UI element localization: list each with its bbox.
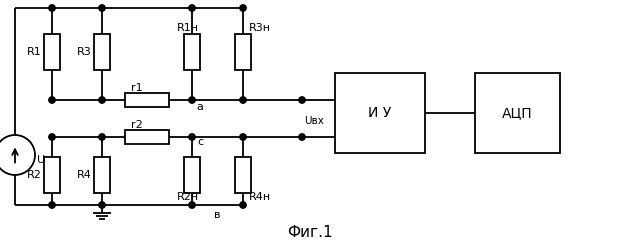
Circle shape — [0, 135, 35, 175]
Bar — [235, 34, 251, 70]
Circle shape — [49, 5, 55, 11]
Text: c: c — [197, 137, 203, 147]
Text: a: a — [196, 102, 204, 112]
Bar — [94, 157, 110, 193]
Text: R2: R2 — [27, 170, 42, 180]
Text: Фиг.1: Фиг.1 — [287, 225, 333, 240]
Circle shape — [240, 5, 246, 11]
Circle shape — [240, 202, 246, 208]
Text: Uвх: Uвх — [304, 116, 324, 125]
Text: R4н: R4н — [249, 192, 271, 202]
Text: R3: R3 — [77, 47, 92, 57]
Text: в: в — [214, 210, 221, 220]
Circle shape — [99, 5, 105, 11]
Circle shape — [189, 5, 195, 11]
Bar — [475, 73, 560, 153]
Circle shape — [189, 202, 195, 208]
Text: r2: r2 — [131, 120, 143, 130]
Circle shape — [49, 97, 55, 103]
Circle shape — [49, 134, 55, 140]
Circle shape — [240, 134, 246, 140]
Text: R2н: R2н — [177, 192, 199, 202]
Text: R4: R4 — [77, 170, 92, 180]
Text: И У: И У — [369, 106, 392, 120]
Bar — [94, 34, 110, 70]
Circle shape — [299, 134, 305, 140]
Text: АЦП: АЦП — [502, 106, 533, 120]
Circle shape — [189, 134, 195, 140]
Circle shape — [299, 97, 305, 103]
Text: R1н: R1н — [177, 23, 199, 33]
Circle shape — [240, 97, 246, 103]
Text: R3н: R3н — [249, 23, 271, 33]
Circle shape — [99, 202, 105, 208]
Bar — [184, 34, 200, 70]
Circle shape — [99, 97, 105, 103]
Bar — [44, 34, 60, 70]
Bar — [184, 157, 200, 193]
Circle shape — [49, 202, 55, 208]
Text: U₀: U₀ — [36, 155, 49, 165]
Text: r1: r1 — [131, 83, 143, 93]
Bar — [335, 73, 425, 153]
Bar — [44, 157, 60, 193]
Bar — [235, 157, 251, 193]
Bar — [125, 93, 169, 107]
Text: R1: R1 — [27, 47, 42, 57]
Circle shape — [99, 134, 105, 140]
Bar — [125, 130, 169, 144]
Circle shape — [189, 97, 195, 103]
